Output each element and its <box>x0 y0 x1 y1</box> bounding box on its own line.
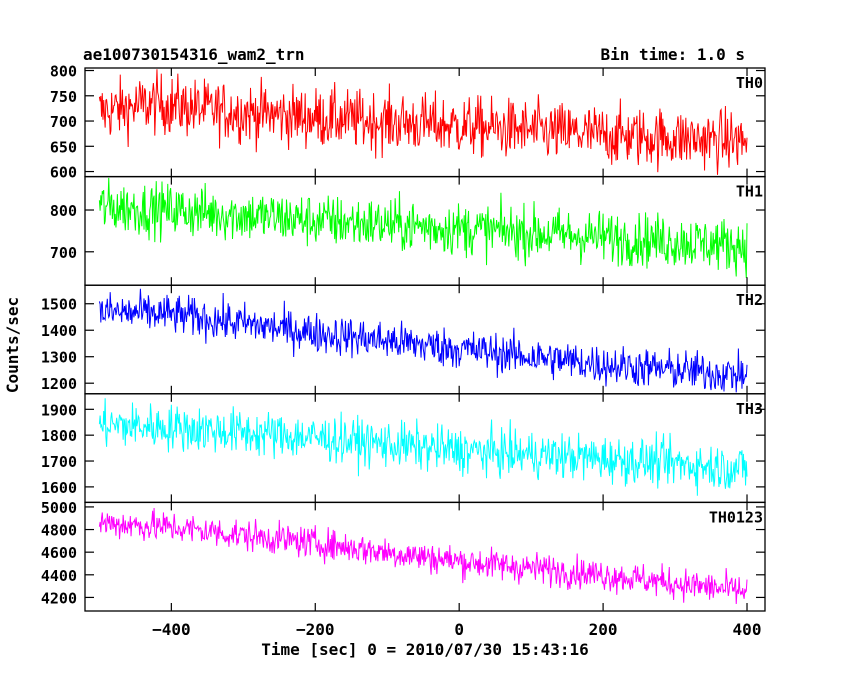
y-tick-label-TH2: 1300 <box>41 349 77 367</box>
y-tick-label-TH0123: 4400 <box>41 567 77 585</box>
y-tick-label-TH2: 1200 <box>41 375 77 393</box>
y-tick-label-TH0: 700 <box>50 113 77 131</box>
panel-frame-TH2 <box>84 284 766 395</box>
y-tick-label-TH3: 1600 <box>41 479 77 497</box>
y-tick-label-TH0123: 4800 <box>41 522 77 540</box>
bin-time-label: Bin time: 1.0 s <box>601 45 746 64</box>
y-tick-label-TH1: 700 <box>50 244 77 262</box>
series-line-TH2 <box>98 288 748 393</box>
panel-label-TH0123: TH0123 <box>709 508 763 526</box>
y-tick-label-TH3: 1800 <box>41 427 77 445</box>
x-axis-label: Time [sec] 0 = 2010/07/30 15:43:16 <box>261 640 589 659</box>
series-line-TH1 <box>98 177 748 279</box>
series-line-TH3 <box>98 398 748 496</box>
y-axis-label: Counts/sec <box>3 297 22 393</box>
y-tick-label-TH0: 600 <box>50 164 77 182</box>
x-tick-label: 0 <box>454 620 464 639</box>
y-tick-label-TH0123: 4200 <box>41 589 77 607</box>
x-tick-label: 400 <box>733 620 762 639</box>
y-tick-label-TH2: 1500 <box>41 296 77 314</box>
y-tick-label-TH0: 650 <box>50 138 77 156</box>
y-tick-label-TH0123: 4600 <box>41 544 77 562</box>
panel-label-TH2: TH2 <box>736 291 763 309</box>
x-tick-label: −200 <box>296 620 335 639</box>
panel-frame-TH0123 <box>84 501 766 612</box>
y-tick-label-TH3: 1700 <box>41 453 77 471</box>
series-line-TH0123 <box>98 508 748 605</box>
y-tick-label-TH2: 1400 <box>41 322 77 340</box>
y-tick-label-TH0123: 5000 <box>41 499 77 517</box>
panel-label-TH3: TH3 <box>736 400 763 418</box>
panel-label-TH1: TH1 <box>736 183 763 201</box>
x-tick-label: −400 <box>152 620 191 639</box>
panels: 600 650 700 750 800 TH0 700 800 TH1 1200 1300 1400 1… <box>41 63 766 639</box>
chart-title: ae100730154316_wam2_trn <box>83 45 305 64</box>
y-tick-label-TH1: 800 <box>50 202 77 220</box>
y-tick-label-TH0: 800 <box>50 63 77 81</box>
panel-label-TH0: TH0 <box>736 74 763 92</box>
x-tick-label: 200 <box>589 620 618 639</box>
y-tick-label-TH3: 1900 <box>41 401 77 419</box>
series-line-TH0 <box>98 69 748 175</box>
y-tick-label-TH0: 750 <box>50 88 77 106</box>
